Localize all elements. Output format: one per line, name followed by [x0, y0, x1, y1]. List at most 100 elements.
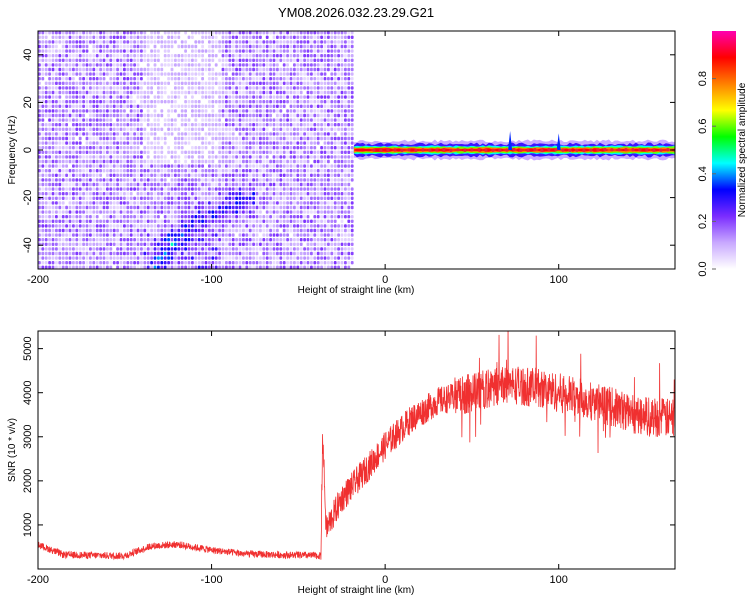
heatmap-cell: [85, 123, 89, 127]
heatmap-cell: [109, 224, 113, 228]
heatmap-cell: [78, 219, 82, 223]
heatmap-cell: [92, 49, 96, 53]
heatmap-cell: [174, 54, 177, 58]
heatmap-cell: [119, 150, 123, 154]
heatmap-cell: [99, 95, 102, 99]
heatmap-cell: [337, 224, 340, 228]
heatmap-cell: [106, 210, 109, 214]
heatmap-cell: [347, 196, 351, 200]
y-tick-label: 3000: [22, 425, 34, 449]
heatmap-cell: [177, 31, 181, 35]
heatmap-cell: [65, 155, 68, 159]
heatmap-cell: [289, 228, 293, 233]
heatmap-cell: [146, 242, 150, 246]
heatmap-cell: [184, 159, 187, 164]
heatmap-cell: [126, 201, 130, 205]
heatmap-cell: [327, 150, 330, 154]
heatmap-cell: [350, 219, 354, 223]
heatmap-cell: [255, 95, 259, 99]
heatmap-cell: [116, 67, 119, 72]
heatmap-cell: [99, 113, 102, 118]
heatmap-cell: [289, 54, 293, 58]
heatmap-cell: [116, 251, 119, 256]
heatmap-cell: [262, 132, 266, 136]
heatmap-cell: [272, 67, 276, 72]
heatmap-cell: [89, 201, 92, 205]
heatmap-cell: [109, 265, 113, 269]
heatmap-cell: [204, 86, 208, 90]
heatmap-cell: [333, 86, 337, 90]
heatmap-cell: [143, 49, 147, 53]
heatmap-cell: [221, 146, 225, 150]
heatmap-cell: [330, 210, 334, 214]
heatmap-cell: [41, 118, 45, 122]
heatmap-cell: [126, 118, 130, 122]
heatmap-cell: [61, 118, 65, 122]
heatmap-cell: [221, 215, 225, 219]
heatmap-cell: [174, 81, 177, 85]
heatmap-cell: [340, 54, 344, 58]
heatmap-cell: [208, 178, 211, 182]
heatmap-cell: [58, 169, 62, 173]
heatmap-cell: [214, 178, 218, 182]
heatmap-cell: [75, 192, 79, 196]
heatmap-cell: [187, 150, 191, 154]
heatmap-cell: [51, 173, 55, 177]
heatmap-cell: [316, 31, 320, 35]
heatmap-cell: [262, 187, 266, 191]
heatmap-cell: [150, 58, 153, 62]
heatmap-cell: [38, 44, 41, 49]
heatmap-cell: [170, 100, 174, 104]
heatmap-cell: [197, 31, 201, 35]
heatmap-cell: [89, 113, 92, 118]
heatmap-cell: [245, 127, 249, 131]
heatmap-cell: [255, 238, 259, 242]
heatmap-cell: [265, 95, 269, 99]
heatmap-cell: [327, 155, 330, 159]
heatmap-cell: [157, 146, 160, 150]
heatmap-cell: [327, 238, 330, 242]
heatmap-cell: [184, 215, 187, 219]
heatmap-cell: [214, 155, 218, 159]
heatmap-cell: [204, 233, 208, 237]
heatmap-cell: [293, 72, 296, 76]
heatmap-cell: [143, 219, 147, 223]
heatmap-cell: [75, 159, 79, 164]
heatmap-cell: [143, 31, 147, 35]
heatmap-cell: [218, 164, 221, 168]
heatmap-cell: [78, 146, 82, 150]
heatmap-cell: [276, 169, 279, 173]
heatmap-cell: [262, 123, 266, 127]
heatmap-cell: [126, 159, 130, 164]
heatmap-cell: [313, 86, 317, 90]
heatmap-cell: [51, 187, 55, 191]
heatmap-cell: [160, 63, 164, 67]
heatmap-cell: [214, 63, 218, 67]
heatmap-cell: [276, 178, 279, 182]
heatmap-cell: [48, 86, 51, 90]
heatmap-cell: [51, 118, 55, 122]
heatmap-cell: [170, 173, 174, 177]
heatmap-cell: [259, 224, 262, 228]
heatmap-cell: [323, 233, 327, 237]
heatmap-cell: [106, 196, 109, 200]
heatmap-cell: [82, 215, 85, 219]
heatmap-cell: [65, 224, 68, 228]
heatmap-cell: [296, 159, 300, 164]
heatmap-cell: [72, 256, 75, 260]
heatmap-cell: [112, 224, 116, 228]
heatmap-cell: [262, 251, 266, 256]
heatmap-cell: [333, 210, 337, 214]
heatmap-cell: [72, 219, 75, 223]
heatmap-cell: [95, 49, 99, 53]
heatmap-cell: [160, 224, 164, 228]
heatmap-cell: [347, 127, 351, 131]
heatmap-cell: [320, 146, 323, 150]
heatmap-cell: [262, 155, 266, 159]
heatmap-cell: [265, 31, 269, 35]
heatmap-cell: [102, 224, 106, 228]
heatmap-cell: [61, 54, 65, 58]
heatmap-cell: [197, 63, 201, 67]
heatmap-cell: [272, 238, 276, 242]
heatmap-cell: [191, 192, 194, 196]
